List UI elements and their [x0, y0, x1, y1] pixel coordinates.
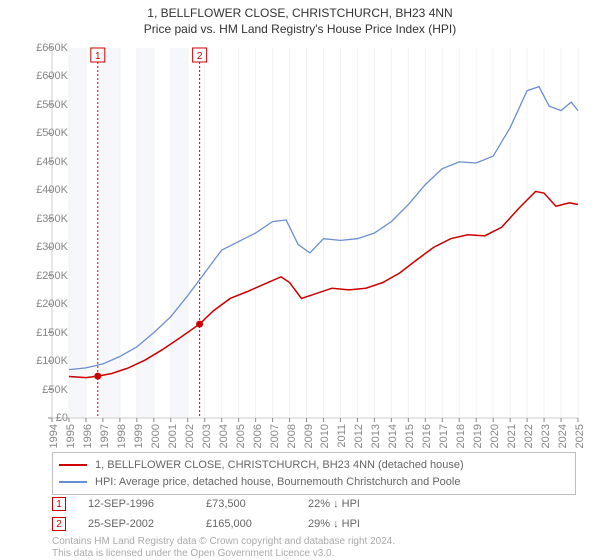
title-line2: Price paid vs. HM Land Registry's House … — [0, 22, 600, 36]
legend-swatch-hpi — [59, 481, 87, 483]
sale-marker-row-1: 1 12-SEP-1996 £73,500 22% ↓ HPI — [52, 494, 408, 514]
legend-row-price-paid: 1, BELLFLOWER CLOSE, CHRISTCHURCH, BH23 … — [59, 457, 569, 474]
legend: 1, BELLFLOWER CLOSE, CHRISTCHURCH, BH23 … — [52, 452, 576, 495]
x-tick-label: 2004 — [218, 424, 230, 448]
chart-container: 1, BELLFLOWER CLOSE, CHRISTCHURCH, BH23 … — [0, 0, 600, 560]
x-tick-label: 2000 — [150, 424, 162, 448]
sale-marker-table: 1 12-SEP-1996 £73,500 22% ↓ HPI 2 25-SEP… — [52, 494, 408, 534]
x-tick-label: 2022 — [523, 424, 535, 448]
attribution-line2: This data is licensed under the Open Gov… — [52, 548, 395, 560]
x-tick-label: 1996 — [82, 424, 94, 448]
sale-date-1: 12-SEP-1996 — [88, 498, 184, 510]
x-tick-label: 2018 — [455, 424, 467, 448]
x-tick-label: 1999 — [133, 424, 145, 448]
x-tick-label: 2016 — [421, 424, 433, 448]
x-tick-label: 1998 — [116, 424, 128, 448]
chart-svg: 12 — [52, 48, 578, 418]
sale-marker-num-2: 2 — [56, 519, 62, 530]
x-tick-label: 1994 — [48, 424, 60, 448]
y-tick-label: £300K — [36, 241, 68, 253]
svg-text:1: 1 — [95, 51, 101, 62]
sale-marker-row-2: 2 25-SEP-2002 £165,000 29% ↓ HPI — [52, 514, 408, 534]
y-tick-label: £550K — [36, 99, 68, 111]
title-line1: 1, BELLFLOWER CLOSE, CHRISTCHURCH, BH23 … — [0, 6, 600, 20]
legend-label-price-paid: 1, BELLFLOWER CLOSE, CHRISTCHURCH, BH23 … — [95, 457, 464, 474]
x-tick-label: 2010 — [319, 424, 331, 448]
x-tick-label: 2024 — [557, 424, 569, 448]
x-tick-label: 2006 — [252, 424, 264, 448]
legend-row-hpi: HPI: Average price, detached house, Bour… — [59, 474, 569, 491]
chart-area: 12 — [52, 48, 578, 418]
sale-pct-2: 29% ↓ HPI — [308, 518, 408, 530]
y-tick-label: £350K — [36, 213, 68, 225]
y-tick-label: £600K — [36, 70, 68, 82]
x-tick-label: 1995 — [65, 424, 77, 448]
attribution-line1: Contains HM Land Registry data © Crown c… — [52, 536, 395, 548]
x-tick-label: 2025 — [574, 424, 586, 448]
x-tick-label: 2020 — [489, 424, 501, 448]
title-block: 1, BELLFLOWER CLOSE, CHRISTCHURCH, BH23 … — [0, 0, 600, 36]
sale-price-1: £73,500 — [206, 498, 286, 510]
x-tick-label: 2002 — [184, 424, 196, 448]
y-tick-label: £100K — [36, 355, 68, 367]
svg-text:2: 2 — [197, 51, 203, 62]
legend-label-hpi: HPI: Average price, detached house, Bour… — [95, 474, 460, 491]
x-tick-label: 2001 — [167, 424, 179, 448]
x-tick-label: 2011 — [336, 424, 348, 448]
y-tick-label: £450K — [36, 156, 68, 168]
x-tick-label: 2005 — [235, 424, 247, 448]
x-tick-label: 1997 — [99, 424, 111, 448]
sale-marker-box-2: 2 — [52, 517, 66, 531]
y-tick-label: £150K — [36, 327, 68, 339]
legend-swatch-price-paid — [59, 464, 87, 466]
y-tick-label: £250K — [36, 270, 68, 282]
x-tick-label: 2013 — [370, 424, 382, 448]
sale-price-2: £165,000 — [206, 518, 286, 530]
x-tick-label: 2009 — [303, 424, 315, 448]
x-tick-label: 2015 — [404, 424, 416, 448]
y-tick-label: £650K — [36, 42, 68, 54]
sale-pct-1: 22% ↓ HPI — [308, 498, 408, 510]
x-tick-label: 2017 — [438, 424, 450, 448]
x-tick-label: 2003 — [201, 424, 213, 448]
attribution: Contains HM Land Registry data © Crown c… — [52, 536, 395, 560]
x-tick-label: 2023 — [540, 424, 552, 448]
sale-marker-num-1: 1 — [56, 499, 62, 510]
x-tick-label: 2007 — [269, 424, 281, 448]
x-tick-label: 2012 — [353, 424, 365, 448]
y-tick-label: £400K — [36, 184, 68, 196]
y-tick-label: £200K — [36, 298, 68, 310]
x-tick-label: 2014 — [387, 424, 399, 448]
sale-marker-box-1: 1 — [52, 497, 66, 511]
y-tick-label: £50K — [42, 384, 68, 396]
x-tick-label: 2008 — [286, 424, 298, 448]
x-tick-label: 2019 — [472, 424, 484, 448]
y-tick-label: £500K — [36, 127, 68, 139]
x-tick-label: 2021 — [506, 424, 518, 448]
y-tick-label: £0 — [56, 412, 68, 424]
sale-date-2: 25-SEP-2002 — [88, 518, 184, 530]
